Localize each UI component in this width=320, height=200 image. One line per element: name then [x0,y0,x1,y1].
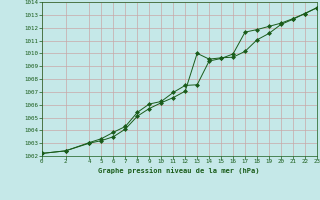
X-axis label: Graphe pression niveau de la mer (hPa): Graphe pression niveau de la mer (hPa) [99,167,260,174]
